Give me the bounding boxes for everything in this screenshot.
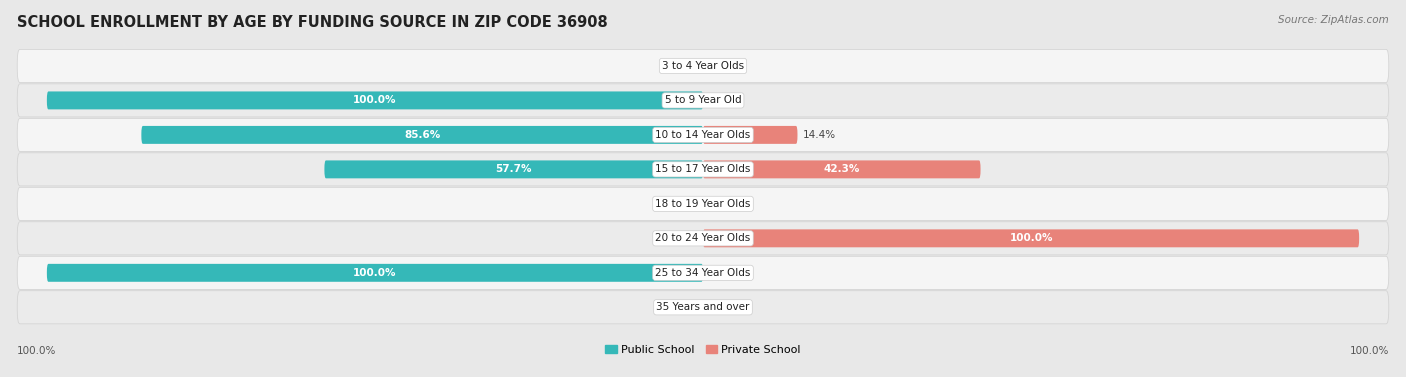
Text: 35 Years and over: 35 Years and over <box>657 302 749 312</box>
Text: 0.0%: 0.0% <box>713 302 740 312</box>
FancyBboxPatch shape <box>46 92 703 109</box>
FancyBboxPatch shape <box>703 126 797 144</box>
Text: 0.0%: 0.0% <box>666 302 693 312</box>
FancyBboxPatch shape <box>325 160 703 178</box>
FancyBboxPatch shape <box>46 264 703 282</box>
FancyBboxPatch shape <box>17 153 1389 186</box>
FancyBboxPatch shape <box>17 222 1389 255</box>
FancyBboxPatch shape <box>703 229 1360 247</box>
Legend: Public School, Private School: Public School, Private School <box>600 340 806 359</box>
Text: 0.0%: 0.0% <box>713 199 740 209</box>
Text: 100.0%: 100.0% <box>1350 346 1389 356</box>
FancyBboxPatch shape <box>17 187 1389 221</box>
FancyBboxPatch shape <box>17 118 1389 152</box>
Text: 42.3%: 42.3% <box>824 164 860 175</box>
Text: 100.0%: 100.0% <box>353 268 396 278</box>
Text: Source: ZipAtlas.com: Source: ZipAtlas.com <box>1278 15 1389 25</box>
Text: 14.4%: 14.4% <box>803 130 835 140</box>
Text: 0.0%: 0.0% <box>666 199 693 209</box>
Text: 57.7%: 57.7% <box>495 164 531 175</box>
FancyBboxPatch shape <box>17 256 1389 290</box>
Text: SCHOOL ENROLLMENT BY AGE BY FUNDING SOURCE IN ZIP CODE 36908: SCHOOL ENROLLMENT BY AGE BY FUNDING SOUR… <box>17 15 607 30</box>
Text: 15 to 17 Year Olds: 15 to 17 Year Olds <box>655 164 751 175</box>
Text: 0.0%: 0.0% <box>713 268 740 278</box>
Text: 0.0%: 0.0% <box>666 61 693 71</box>
Text: 20 to 24 Year Olds: 20 to 24 Year Olds <box>655 233 751 243</box>
Text: 3 to 4 Year Olds: 3 to 4 Year Olds <box>662 61 744 71</box>
FancyBboxPatch shape <box>142 126 703 144</box>
Text: 5 to 9 Year Old: 5 to 9 Year Old <box>665 95 741 106</box>
Text: 100.0%: 100.0% <box>17 346 56 356</box>
Text: 85.6%: 85.6% <box>404 130 440 140</box>
Text: 25 to 34 Year Olds: 25 to 34 Year Olds <box>655 268 751 278</box>
FancyBboxPatch shape <box>703 160 980 178</box>
FancyBboxPatch shape <box>17 49 1389 83</box>
FancyBboxPatch shape <box>17 84 1389 117</box>
FancyBboxPatch shape <box>17 291 1389 324</box>
Text: 100.0%: 100.0% <box>353 95 396 106</box>
Text: 0.0%: 0.0% <box>713 95 740 106</box>
Text: 100.0%: 100.0% <box>1010 233 1053 243</box>
Text: 18 to 19 Year Olds: 18 to 19 Year Olds <box>655 199 751 209</box>
Text: 10 to 14 Year Olds: 10 to 14 Year Olds <box>655 130 751 140</box>
Text: 0.0%: 0.0% <box>713 61 740 71</box>
Text: 0.0%: 0.0% <box>666 233 693 243</box>
